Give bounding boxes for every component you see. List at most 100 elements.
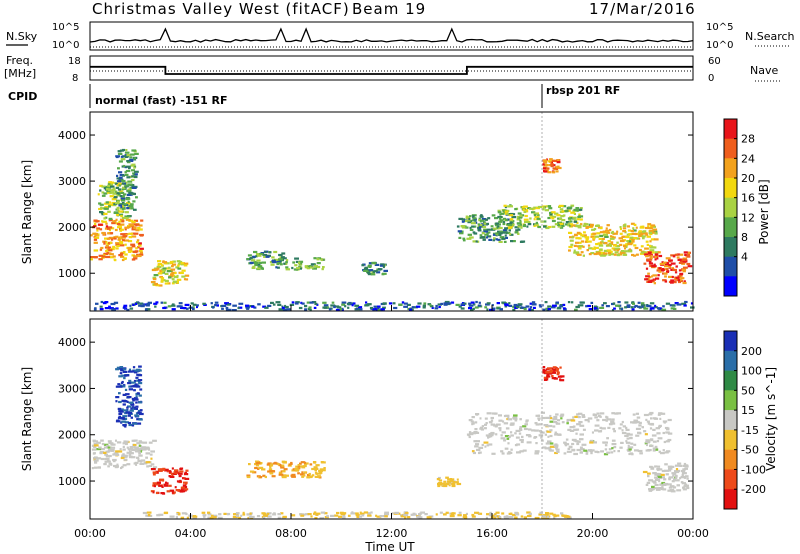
velocity-cell-6-8 — [548, 372, 553, 375]
power-cell-12-310 — [281, 306, 285, 309]
velocity-cell-1-42 — [119, 372, 123, 375]
power-cell-0-81 — [94, 236, 100, 239]
power-cell-3-73 — [177, 264, 180, 267]
power-cell-12-213 — [529, 306, 533, 309]
power-cell-7-149 — [492, 227, 497, 230]
power-cell-9-67 — [602, 237, 605, 240]
power-cell-0-129 — [127, 247, 133, 250]
velocity-cell-3-75 — [297, 465, 301, 468]
power-cell-8-118 — [506, 226, 512, 230]
velocity-cell-5-168 — [605, 419, 608, 422]
velocity-cell-7-77 — [657, 465, 661, 468]
power-cell-5-20 — [304, 266, 308, 269]
power-cell-4-25 — [273, 250, 278, 254]
velocity-cell-7-6 — [681, 472, 687, 475]
power-cell-5-31 — [298, 262, 303, 265]
power-cell-7-172 — [478, 226, 482, 229]
velocity-cell-2-44 — [179, 467, 183, 471]
power-cell-12-99 — [331, 301, 335, 304]
power-cell-10-34 — [648, 279, 651, 282]
velocity-cell-8-54 — [142, 511, 147, 515]
power-cell-12-47 — [238, 306, 243, 309]
velocity-cell-1-111 — [130, 385, 136, 388]
power-cell-1-75 — [123, 217, 129, 220]
power-cell-0-141 — [96, 233, 100, 236]
velocity-cell-8-87 — [266, 512, 270, 516]
velocity-colorbar-label-0: 200 — [741, 345, 762, 358]
velocity-cell-5-295 — [612, 427, 616, 431]
power-cell-7-143 — [460, 225, 466, 228]
velocity-cell-2-22 — [168, 471, 172, 474]
power-cell-10-136 — [681, 258, 687, 261]
power-cell-4-18 — [274, 258, 279, 261]
velocity-cell-5-264 — [585, 452, 589, 455]
velocity-cell-5-392 — [520, 440, 524, 444]
velocity-cell-1-136 — [138, 394, 142, 397]
velocity-cell-7-108 — [646, 481, 651, 484]
power-cell-12-299 — [282, 308, 288, 311]
velocity-cell-8-207 — [528, 512, 532, 515]
velocity-cell-1-96 — [124, 388, 128, 391]
velocity-cell-7-98 — [681, 470, 686, 473]
velocity-cell-5-202 — [565, 438, 569, 441]
velocity-cell-3-103 — [255, 462, 259, 465]
velocity-colorbar-swatch-5 — [724, 429, 737, 450]
velocity-cell-8-230 — [262, 516, 266, 520]
power-cell-8-129 — [565, 221, 570, 224]
velocity-cell-5-150 — [528, 428, 532, 431]
power-cell-2-72 — [119, 195, 123, 198]
power-cell-9-218 — [595, 246, 599, 249]
velocity-cell-5-380 — [505, 414, 510, 417]
power-cell-0-43 — [108, 219, 113, 222]
velocity-cell-3-1 — [283, 468, 288, 471]
velocity-cell-7-118 — [650, 466, 654, 469]
power-cell-12-308 — [398, 303, 403, 306]
power-cell-2-30 — [117, 188, 122, 191]
power-cell-9-148 — [638, 231, 642, 234]
velocity-cell-5-351 — [658, 424, 662, 427]
velocity-cell-7-55 — [654, 465, 658, 468]
power-cell-1-101 — [114, 202, 120, 205]
power-cell-9-29 — [632, 229, 637, 232]
velocity-cell-7-8 — [673, 486, 677, 489]
velocity-cell-0-12 — [140, 450, 143, 453]
power-cell-12-60 — [586, 304, 592, 308]
velocity-panel-bg — [90, 319, 693, 519]
velocity-cell-4-26 — [448, 481, 451, 484]
velocity-cell-8-57 — [449, 515, 455, 518]
power-cell-10-58 — [680, 279, 683, 282]
velocity-cell-5-395 — [553, 444, 558, 447]
velocity-cell-4-29 — [456, 478, 459, 481]
power-cell-1-9 — [101, 191, 105, 194]
power-cell-7-37 — [467, 233, 472, 236]
power-cell-12-120 — [155, 301, 159, 304]
power-cell-1-53 — [108, 183, 114, 186]
velocity-cell-5-396 — [589, 441, 594, 444]
power-cell-8-176 — [514, 208, 518, 211]
power-cell-0-67 — [107, 246, 112, 249]
power-cell-9-76 — [592, 238, 595, 241]
velocity-cell-5-332 — [549, 429, 553, 432]
power-cell-1-37 — [108, 191, 113, 194]
velocity-cell-5-198 — [484, 423, 487, 426]
power-cell-1-74 — [99, 211, 104, 214]
power-cell-9-193 — [647, 223, 652, 226]
power-cell-10-35 — [668, 259, 673, 262]
power-cell-1-91 — [117, 210, 121, 213]
velocity-cell-1-142 — [138, 412, 144, 416]
power-cell-0-12 — [139, 249, 143, 253]
velocity-cell-5-398 — [481, 425, 484, 428]
velocity-cell-7-83 — [661, 469, 666, 473]
velocity-cell-5-371 — [554, 451, 558, 455]
power-cell-12-148 — [192, 306, 195, 309]
velocity-cell-3-56 — [267, 470, 272, 473]
power-cell-12-399 — [649, 302, 655, 305]
power-cell-9-28 — [619, 227, 622, 231]
power-cell-10-25 — [664, 275, 667, 278]
power-cell-12-254 — [289, 303, 295, 306]
power-cell-12-44 — [372, 308, 375, 311]
velocity-cell-7-73 — [661, 486, 664, 489]
velocity-cell-3-58 — [257, 467, 260, 470]
power-cell-4-67 — [279, 263, 283, 266]
power-cell-0-138 — [138, 224, 143, 227]
